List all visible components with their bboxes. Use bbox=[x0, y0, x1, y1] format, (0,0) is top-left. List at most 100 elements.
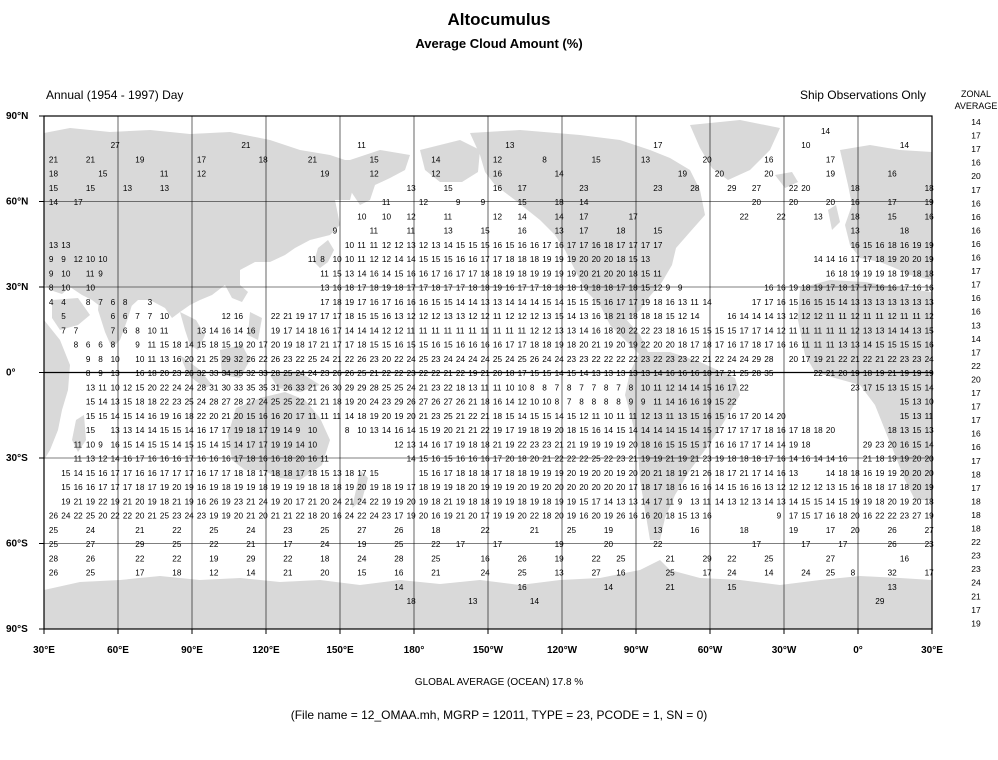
cell-value: 12 bbox=[888, 312, 898, 321]
cell-value: 22 bbox=[283, 554, 293, 563]
cell-value: 17 bbox=[616, 284, 626, 293]
cell-value: 17 bbox=[246, 440, 256, 449]
cell-value: 13 bbox=[814, 212, 824, 221]
cell-value: 16 bbox=[172, 455, 182, 464]
zonal-value: 22 bbox=[971, 537, 981, 547]
cell-value: 15 bbox=[86, 412, 96, 421]
cell-value: 17 bbox=[135, 569, 145, 578]
cell-value: 16 bbox=[271, 412, 281, 421]
cell-value: 16 bbox=[777, 341, 787, 350]
cell-value: 21 bbox=[123, 497, 133, 506]
cell-value: 19 bbox=[431, 483, 441, 492]
cell-value: 14 bbox=[567, 312, 577, 321]
cell-value: 23 bbox=[407, 369, 417, 378]
cell-value: 21 bbox=[666, 554, 676, 563]
cell-value: 22 bbox=[468, 412, 478, 421]
cell-value: 16 bbox=[135, 369, 145, 378]
cell-value: 10 bbox=[86, 284, 96, 293]
cell-value: 15 bbox=[160, 426, 170, 435]
cell-value: 20 bbox=[592, 255, 602, 264]
lat-label: 30°S bbox=[6, 453, 28, 464]
cell-value: 19 bbox=[296, 312, 306, 321]
cell-value: 20 bbox=[752, 412, 762, 421]
cell-value: 16 bbox=[431, 440, 441, 449]
cell-value: 22 bbox=[641, 326, 651, 335]
cell-value: 17 bbox=[283, 326, 293, 335]
cell-value: 13 bbox=[875, 298, 885, 307]
cell-value: 16 bbox=[259, 412, 269, 421]
cell-value: 20 bbox=[851, 512, 861, 521]
cell-value: 17 bbox=[542, 241, 552, 250]
cell-value: 25 bbox=[209, 355, 219, 364]
cell-value: 19 bbox=[629, 341, 639, 350]
cell-value: 24 bbox=[345, 512, 355, 521]
zonal-value: 16 bbox=[971, 198, 981, 208]
cell-value: 19 bbox=[567, 255, 577, 264]
cell-value: 21 bbox=[851, 355, 861, 364]
cell-value: 17 bbox=[111, 469, 121, 478]
cell-value: 17 bbox=[579, 241, 589, 250]
cell-value: 15 bbox=[370, 312, 380, 321]
cell-value: 20 bbox=[912, 469, 922, 478]
cell-value: 9 bbox=[456, 198, 461, 207]
cell-value: 17 bbox=[740, 426, 750, 435]
cell-value: 22 bbox=[135, 554, 145, 563]
cell-value: 16 bbox=[838, 455, 848, 464]
cell-value: 12 bbox=[851, 312, 861, 321]
cell-value: 14 bbox=[863, 341, 873, 350]
cell-value: 16 bbox=[481, 554, 491, 563]
cell-value: 17 bbox=[160, 469, 170, 478]
cell-value: 15 bbox=[567, 369, 577, 378]
cell-value: 20 bbox=[135, 497, 145, 506]
cell-value: 15 bbox=[579, 426, 589, 435]
cell-value: 14 bbox=[357, 326, 367, 335]
cell-value: 15 bbox=[456, 241, 466, 250]
cell-value: 18 bbox=[875, 497, 885, 506]
cell-value: 16 bbox=[160, 455, 170, 464]
cell-value: 18 bbox=[666, 483, 676, 492]
cell-value: 16 bbox=[518, 583, 528, 592]
cell-value: 32 bbox=[234, 355, 244, 364]
cell-value: 18 bbox=[468, 284, 478, 293]
cell-value: 24 bbox=[61, 512, 71, 521]
cell-value: 14 bbox=[172, 440, 182, 449]
cell-value: 13 bbox=[407, 241, 417, 250]
cell-value: 11 bbox=[690, 298, 699, 307]
cell-value: 15 bbox=[666, 440, 676, 449]
cell-value: 26 bbox=[518, 554, 528, 563]
cell-value: 11 bbox=[505, 326, 514, 335]
cell-value: 15 bbox=[579, 497, 589, 506]
cell-value: 11 bbox=[826, 341, 835, 350]
cell-value: 27 bbox=[419, 398, 429, 407]
cell-value: 20 bbox=[555, 426, 565, 435]
cell-value: 18 bbox=[505, 255, 515, 264]
cell-value: 19 bbox=[814, 355, 824, 364]
cell-value: 24 bbox=[259, 398, 269, 407]
cell-value: 8 bbox=[604, 383, 609, 392]
land-africa-west bbox=[798, 280, 932, 500]
cell-value: 10 bbox=[518, 383, 528, 392]
cell-value: 21 bbox=[148, 512, 158, 521]
cell-value: 23 bbox=[851, 383, 861, 392]
cell-value: 13 bbox=[789, 469, 799, 478]
cell-value: 16 bbox=[197, 483, 207, 492]
cell-value: 22 bbox=[838, 355, 848, 364]
lon-label: 30°E bbox=[921, 645, 943, 656]
zonal-value: 17 bbox=[971, 131, 981, 141]
cell-value: 23 bbox=[382, 512, 392, 521]
cell-value: 19 bbox=[653, 455, 663, 464]
cell-value: 14 bbox=[246, 569, 256, 578]
zonal-value: 23 bbox=[971, 564, 981, 574]
cell-value: 16 bbox=[505, 284, 515, 293]
cell-value: 6 bbox=[111, 312, 116, 321]
zonal-value: 17 bbox=[971, 483, 981, 493]
cell-value: 19 bbox=[715, 455, 725, 464]
cell-value: 15 bbox=[555, 312, 565, 321]
cell-value: 12 bbox=[740, 497, 750, 506]
cell-value: 11 bbox=[653, 269, 662, 278]
cell-value: 22 bbox=[518, 440, 528, 449]
cell-value: 20 bbox=[653, 512, 663, 521]
cell-value: 19 bbox=[505, 512, 515, 521]
cell-value: 13 bbox=[123, 184, 133, 193]
cell-value: 14 bbox=[456, 298, 466, 307]
